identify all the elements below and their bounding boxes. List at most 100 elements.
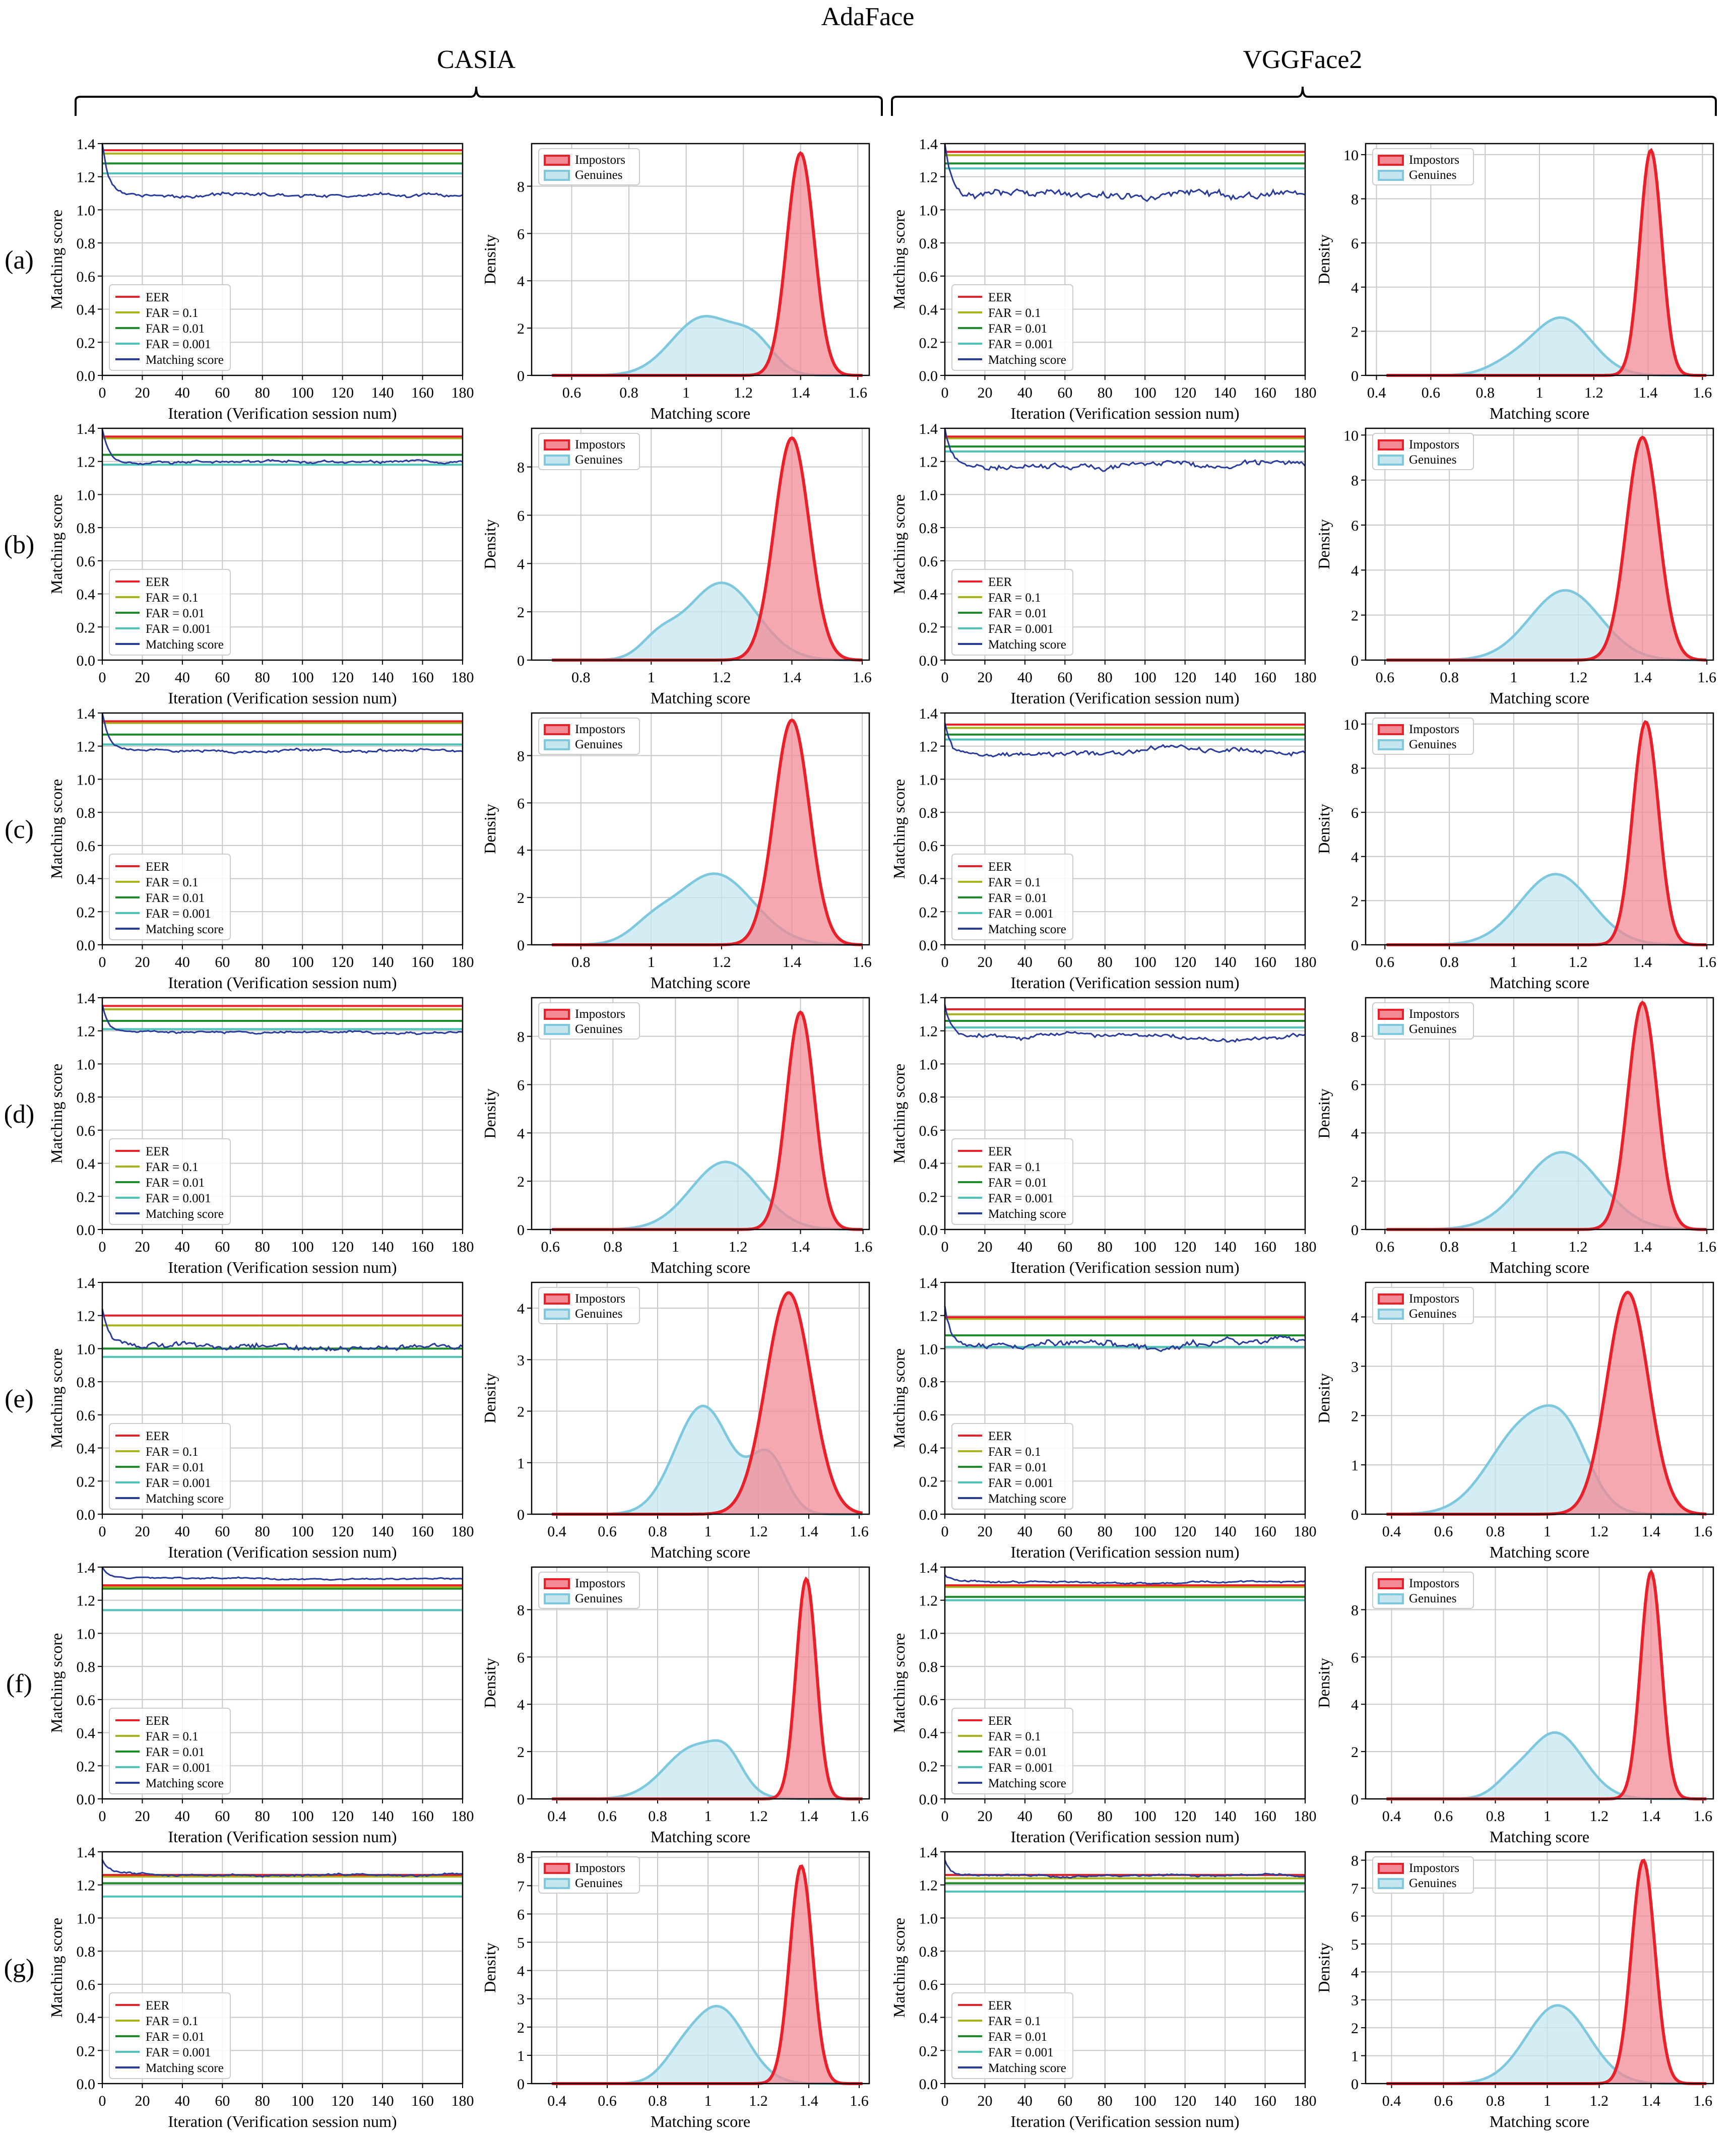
legend-box [951, 1708, 1073, 1794]
legend-box [109, 1423, 231, 1510]
legend-box [109, 284, 231, 371]
y-axis-label: Density [481, 1088, 499, 1139]
legend-label: Impostors [1409, 1007, 1459, 1021]
x-tick-label: 120 [1174, 1523, 1196, 1540]
legend-swatch [1378, 1009, 1404, 1020]
x-tick-label: 20 [977, 2093, 992, 2109]
legend-label: Impostors [575, 1577, 625, 1590]
x-axis-label: Iteration (Verification session num) [1010, 1543, 1239, 1561]
y-axis-label: Density [481, 1373, 499, 1423]
legend-box [109, 854, 231, 940]
y-axis-label: Density [1315, 234, 1333, 285]
x-tick-label: 100 [1134, 669, 1156, 686]
legend-label: Impostors [1409, 1861, 1459, 1875]
figure-panels: (a)0 20 40 60 80 100 120 140 160 1800.00.20.40.60… [4, 136, 1716, 2130]
x-tick-label: 0 [941, 954, 949, 970]
x-tick-label: 120 [331, 954, 354, 970]
y-tick-label: 4 [1351, 1697, 1359, 1713]
y-axis-label: Matching score [890, 1064, 908, 1163]
session-plot: 0 20 40 60 80 100 120 140 160 180 0.0 0.2 0.4 0.6 0.8 1… [47, 1560, 474, 1846]
y-tick-label: 0.4 [77, 587, 96, 603]
y-tick-label: 0.0 [919, 1222, 938, 1239]
x-tick-label: 100 [1134, 1523, 1156, 1540]
legend-label: Genuines [575, 168, 622, 182]
y-tick-label: 2 [1351, 323, 1359, 340]
y-tick-label: 4 [1351, 280, 1359, 296]
x-tick-label: 0.4 [1367, 384, 1386, 401]
row-label: (c) [5, 815, 34, 844]
y-axis-label: Matching score [47, 1348, 66, 1448]
legend-label: Genuines [1409, 1592, 1456, 1605]
row-label: (a) [5, 246, 34, 275]
legend-label: Impostors [1409, 438, 1459, 451]
y-tick-label: 0.6 [919, 1692, 938, 1709]
x-tick-label: 1 [648, 954, 655, 970]
legend-label: FAR = 0.1 [988, 306, 1041, 320]
x-tick-label: 40 [1017, 1239, 1033, 1255]
impostors-area [552, 153, 863, 375]
x-tick-label: 0.6 [1434, 1523, 1453, 1540]
x-axis-label: Matching score [1490, 2112, 1589, 2130]
legend-label: EER [146, 1714, 170, 1728]
x-tick-label: 100 [291, 2093, 314, 2109]
x-tick-label: 180 [452, 1808, 474, 1825]
y-tick-label: 0.0 [919, 1507, 938, 1523]
y-tick-label: 0.8 [77, 1659, 96, 1675]
x-tick-label: 80 [255, 2093, 270, 2109]
legend-label: EER [988, 860, 1012, 874]
legend-label: Genuines [575, 1022, 622, 1036]
x-tick-label: 0.8 [1486, 1808, 1505, 1825]
y-tick-label: 1 [517, 1455, 525, 1472]
x-tick-label: 40 [1017, 384, 1033, 401]
y-tick-label: 6 [1351, 517, 1359, 534]
legend-label: Matching score [146, 1777, 224, 1790]
legend-label: Matching score [146, 923, 224, 936]
y-tick-label: 0.2 [77, 2043, 96, 2059]
x-axis-label: Matching score [1490, 404, 1589, 422]
legend-label: Matching score [988, 2061, 1066, 2075]
legend-label: Genuines [575, 1307, 622, 1321]
x-tick-label: 160 [411, 954, 434, 970]
impostors-area [1386, 1292, 1707, 1514]
x-axis-label: Iteration (Verification session num) [1010, 2112, 1239, 2130]
x-tick-label: 120 [1174, 2093, 1196, 2109]
legend-label: Matching score [988, 1207, 1066, 1221]
legend-swatch [1378, 739, 1404, 750]
legend-label: FAR = 0.01 [988, 891, 1047, 905]
x-tick-label: 180 [452, 669, 474, 686]
legend-swatch [544, 1009, 570, 1020]
x-tick-label: 1.6 [1697, 954, 1716, 970]
x-tick-label: 80 [255, 1808, 270, 1825]
y-tick-label: 0.0 [77, 1222, 96, 1239]
density-plot: 0.8 1 1.2 1.4 1.6 0 2 4 6 8 Impostors Genuines Match… [481, 427, 872, 707]
x-tick-label: 0 [941, 2093, 949, 2109]
legend-label: FAR = 0.01 [146, 1176, 205, 1190]
density-plot: 0.4 0.6 0.8 1 1.2 1.4 1.6 0 1 2 3 4 ImpostorsGenuine… [1315, 1281, 1714, 1561]
x-tick-label: 120 [331, 1808, 354, 1825]
y-axis-label: Density [1315, 1658, 1333, 1708]
y-tick-label: 1.4 [77, 990, 96, 1007]
x-axis-label: Iteration (Verification session num) [1010, 1828, 1239, 1846]
y-tick-label: 0.6 [77, 838, 96, 855]
x-tick-label: 40 [175, 669, 190, 686]
density-plot: 0.4 0.6 0.8 1 1.2 1.4 1.6 0 2 4 6 8 Impostors Genuine… [1315, 1566, 1714, 1846]
y-tick-label: 4 [517, 843, 525, 859]
y-axis-label: Density [481, 519, 499, 569]
y-tick-label: 1.0 [919, 1341, 938, 1357]
x-tick-label: 20 [977, 1239, 992, 1255]
x-tick-label: 160 [411, 669, 434, 686]
x-tick-label: 100 [1134, 2093, 1156, 2109]
y-tick-label: 1.0 [919, 771, 938, 788]
legend-box [951, 1423, 1073, 1510]
x-tick-label: 60 [215, 1239, 230, 1255]
y-tick-label: 0 [1351, 1222, 1359, 1239]
legend-swatch [544, 739, 570, 750]
x-tick-label: 0.8 [1475, 384, 1495, 401]
legend-label: Genuines [1409, 1876, 1456, 1890]
matching-score-line [944, 143, 1306, 203]
x-tick-label: 100 [291, 669, 314, 686]
x-tick-label: 1.4 [799, 2093, 818, 2109]
y-tick-label: 0.0 [77, 368, 96, 384]
x-tick-label: 0.6 [1434, 2093, 1453, 2109]
